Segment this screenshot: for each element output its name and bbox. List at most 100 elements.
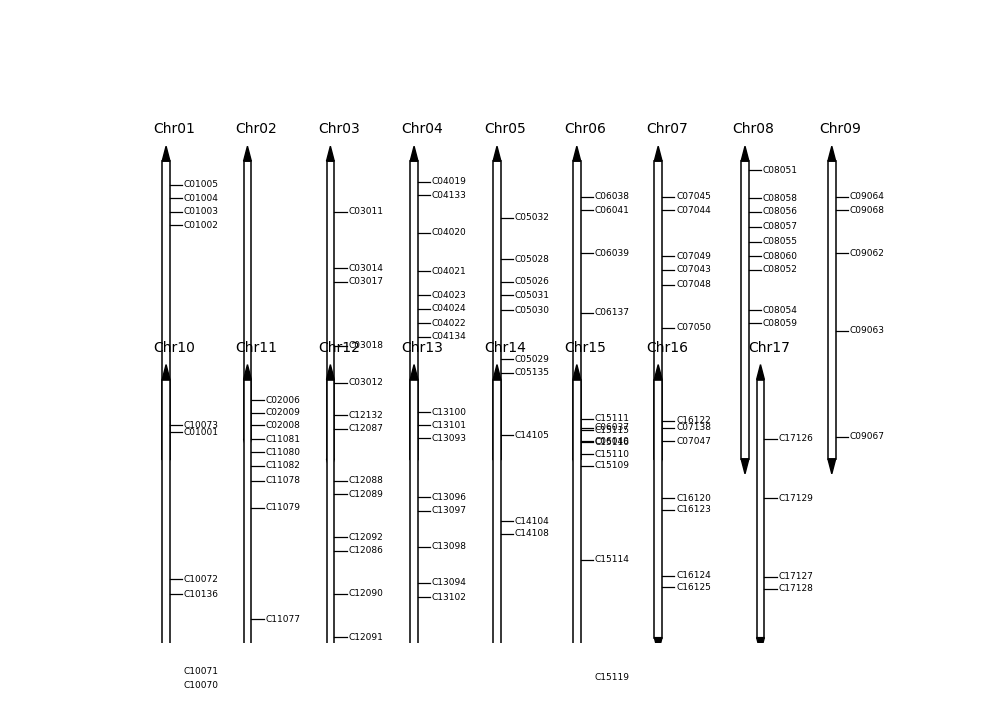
Polygon shape — [493, 146, 501, 161]
Text: Chr07: Chr07 — [646, 122, 688, 136]
Text: C16124: C16124 — [676, 571, 711, 580]
Text: C11077: C11077 — [265, 614, 300, 624]
Polygon shape — [493, 459, 501, 474]
Text: C12090: C12090 — [348, 589, 383, 599]
Text: C12132: C12132 — [348, 411, 383, 419]
Polygon shape — [326, 161, 334, 459]
Text: Chr12: Chr12 — [318, 341, 360, 355]
Text: C10071: C10071 — [184, 666, 219, 676]
Polygon shape — [162, 161, 170, 459]
Text: C16125: C16125 — [676, 583, 711, 592]
Polygon shape — [741, 161, 749, 459]
Text: C15119: C15119 — [595, 673, 630, 682]
Text: C04133: C04133 — [432, 191, 467, 200]
Polygon shape — [573, 161, 581, 459]
Polygon shape — [410, 161, 418, 459]
Text: C12086: C12086 — [348, 547, 383, 555]
Text: C04024: C04024 — [432, 304, 467, 313]
Polygon shape — [244, 439, 251, 454]
Polygon shape — [244, 677, 251, 692]
Text: C11078: C11078 — [265, 477, 300, 485]
Text: C05028: C05028 — [515, 255, 550, 264]
Text: C05030: C05030 — [515, 305, 550, 315]
Text: C17126: C17126 — [778, 435, 813, 443]
Text: C06137: C06137 — [595, 308, 630, 318]
Polygon shape — [757, 380, 764, 638]
Text: C09064: C09064 — [850, 192, 885, 201]
Polygon shape — [326, 365, 334, 380]
Text: C03017: C03017 — [348, 277, 383, 286]
Polygon shape — [326, 459, 334, 474]
Polygon shape — [162, 365, 170, 380]
Text: C11079: C11079 — [265, 503, 300, 512]
Text: Chr06: Chr06 — [564, 122, 606, 136]
Polygon shape — [654, 146, 662, 161]
Polygon shape — [654, 459, 662, 474]
Text: C07045: C07045 — [676, 192, 711, 201]
Text: C12088: C12088 — [348, 477, 383, 485]
Text: C15115: C15115 — [595, 426, 630, 435]
Text: C06037: C06037 — [595, 423, 630, 432]
Polygon shape — [162, 707, 170, 722]
Text: C02009: C02009 — [265, 408, 300, 417]
Polygon shape — [573, 146, 581, 161]
Polygon shape — [162, 146, 170, 161]
Polygon shape — [410, 380, 418, 707]
Text: C07138: C07138 — [676, 423, 711, 432]
Polygon shape — [244, 146, 251, 161]
Text: C04023: C04023 — [432, 291, 467, 300]
Text: C08054: C08054 — [763, 305, 798, 315]
Polygon shape — [244, 161, 251, 439]
Text: C13093: C13093 — [432, 434, 467, 443]
Text: C01001: C01001 — [184, 427, 219, 437]
Polygon shape — [162, 459, 170, 474]
Text: Chr04: Chr04 — [402, 122, 443, 136]
Text: C03018: C03018 — [348, 342, 383, 350]
Text: C15109: C15109 — [595, 461, 630, 470]
Text: C04021: C04021 — [432, 267, 467, 276]
Text: C04019: C04019 — [432, 178, 467, 186]
Text: C09067: C09067 — [850, 432, 885, 441]
Text: C08052: C08052 — [763, 265, 798, 274]
Polygon shape — [654, 380, 662, 638]
Text: C09062: C09062 — [850, 249, 885, 258]
Polygon shape — [757, 638, 764, 653]
Text: Chr09: Chr09 — [819, 122, 861, 136]
Polygon shape — [410, 459, 418, 474]
Text: C11080: C11080 — [265, 448, 300, 457]
Text: C06039: C06039 — [595, 249, 630, 258]
Text: C15116: C15116 — [595, 438, 630, 447]
Text: C08059: C08059 — [763, 319, 798, 328]
Text: C03014: C03014 — [348, 264, 383, 273]
Text: C13100: C13100 — [432, 408, 467, 417]
Polygon shape — [741, 459, 749, 474]
Text: C09068: C09068 — [850, 206, 885, 214]
Text: C12089: C12089 — [348, 490, 383, 499]
Polygon shape — [326, 146, 334, 161]
Text: Chr03: Chr03 — [318, 122, 360, 136]
Text: C17128: C17128 — [778, 584, 813, 593]
Polygon shape — [162, 380, 170, 707]
Text: C06038: C06038 — [595, 192, 630, 201]
Text: C07043: C07043 — [676, 265, 711, 274]
Text: C03011: C03011 — [348, 207, 383, 216]
Text: C15114: C15114 — [595, 555, 630, 565]
Polygon shape — [757, 365, 764, 380]
Polygon shape — [573, 459, 581, 474]
Polygon shape — [741, 146, 749, 161]
Text: Chr10: Chr10 — [154, 341, 196, 355]
Text: C12087: C12087 — [348, 424, 383, 433]
Polygon shape — [573, 365, 581, 380]
Polygon shape — [410, 146, 418, 161]
Text: C16122: C16122 — [676, 417, 711, 425]
Text: C17129: C17129 — [778, 494, 813, 503]
Text: C14105: C14105 — [515, 430, 550, 440]
Text: C13101: C13101 — [432, 421, 467, 430]
Text: C10136: C10136 — [184, 590, 219, 599]
Text: C16123: C16123 — [676, 505, 711, 514]
Text: C14108: C14108 — [515, 529, 550, 539]
Text: C05026: C05026 — [515, 277, 550, 286]
Text: C12092: C12092 — [348, 533, 383, 542]
Polygon shape — [654, 638, 662, 653]
Polygon shape — [410, 365, 418, 380]
